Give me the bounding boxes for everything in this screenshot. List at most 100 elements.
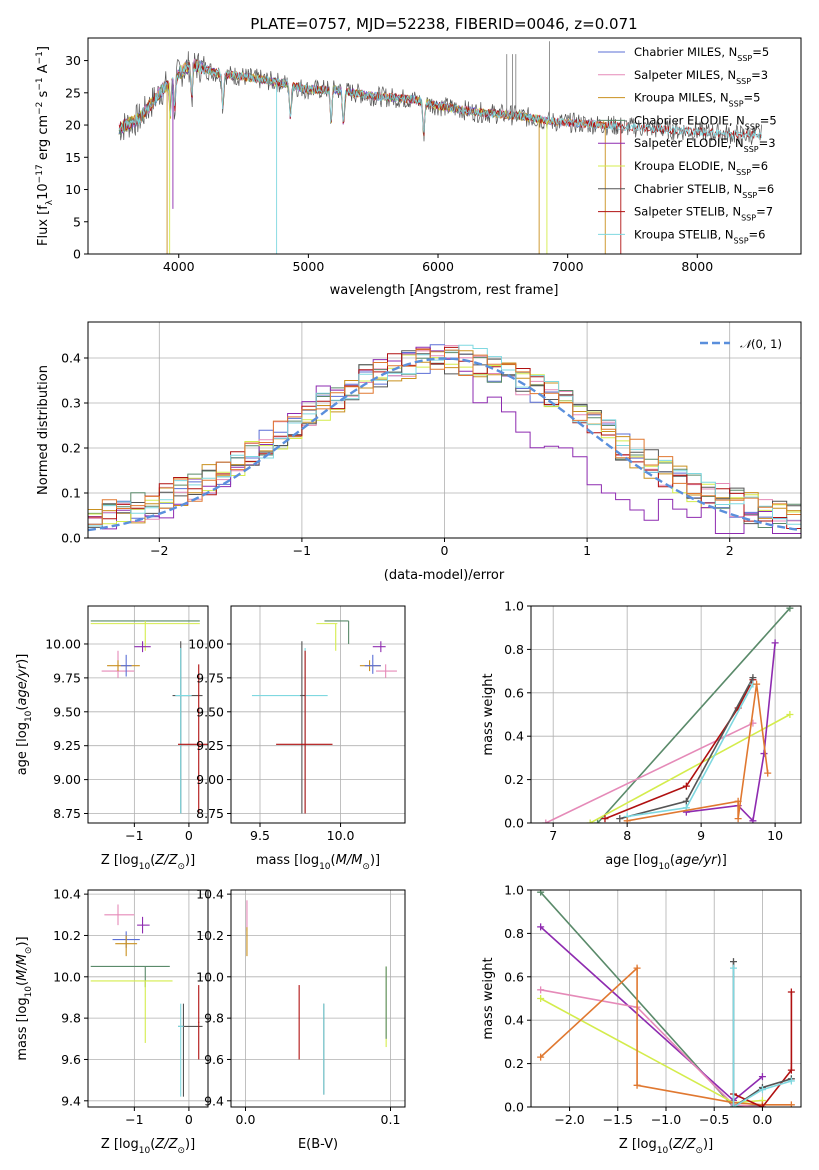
y-tick-label: 25 [65,85,81,100]
x-tick-label: −2.0 [554,1112,584,1127]
axes-frame [230,889,406,1108]
y-tick-label: 0.0 [504,816,524,831]
mass-weight-line [540,997,763,1104]
mass-weight-line [627,683,754,818]
label-part: Z/Z [672,1137,696,1152]
label-part: ( [15,706,30,711]
x-tick-label: 8000 [681,259,713,274]
label-part: Flux [f [36,205,51,246]
label-part: 10 [24,986,34,998]
panel-age-vs-mass: 9.5 10.0 8.75 9.00 9.25 9.50 9.75 10.00 mass [lo… [188,605,406,872]
y-tick-label: 15 [65,150,81,165]
x-tick-label: 0.0 [236,1112,256,1127]
point-marker [749,674,757,682]
x-tick-label: 10.0 [327,828,355,843]
y-tick-label: 30 [65,53,81,68]
legend-entry: Salpeter STELIB, NSSP=7 [634,205,773,223]
panel-residuals: −2 −1 0 1 2 0.0 0.1 0.2 0.3 0.4 𝒩(0, 1) (data-model… [36,321,802,583]
label-part: ( [668,1137,673,1152]
plot-area [251,620,397,814]
y-tick-label: 10.2 [196,928,224,943]
y-tick-label: 9.50 [196,704,224,719]
label-part: wavelength [Angstrom, rest frame] [330,283,559,298]
y-tick-label: 10.4 [53,887,81,902]
x-axis-label: E(B-V) [298,1137,338,1152]
mass-weight-line [733,992,793,1107]
legend-entry: Chabrier MILES, NSSP=5 [634,45,769,63]
label-part: )] [15,936,30,946]
point-marker [682,797,690,805]
label-part: mass weight [481,673,496,755]
y-axis-label: Normed distribution [36,365,51,495]
y-tick-label: 0.2 [504,772,524,787]
point-marker [537,890,545,896]
y-tick-label: 1.0 [504,883,524,898]
label-part: M/M [336,853,363,868]
mass-weight-line [604,679,754,820]
y-tick-label: 0.6 [504,969,524,984]
label-part: ( [150,1137,155,1152]
x-tick-label: −1 [293,543,311,558]
y-tick-label: 10.0 [53,969,81,984]
label-part: age [log [15,722,30,775]
y-tick-label: 9.6 [61,1052,81,1067]
point-marker [760,750,768,758]
label-part: 10 [36,183,51,200]
label-part: )] [185,1137,195,1152]
y-axis-label: mass weight [481,957,496,1039]
x-tick-label: 9.5 [250,828,270,843]
y-tick-label: 9.00 [196,772,224,787]
axes-frame [87,37,802,255]
x-tick-label: 6000 [422,259,454,274]
gaussian-curve [88,357,799,532]
mass-weight-line [540,989,763,1107]
label-part: ⊙ [695,1146,703,1156]
y-axis-label: Flux [fλ10−17 erg cm−2 s−1 A−1] [35,46,55,246]
y-tick-label: 1.0 [504,599,524,614]
y-tick-label: 9.8 [61,1011,81,1026]
label-part: 10 [139,1146,151,1156]
label-part: 10 [319,862,331,872]
legend-text: =6 [749,227,766,241]
y-tick-label: 10.00 [45,636,81,651]
y-tick-label: 0.0 [61,531,81,546]
point-marker [771,639,779,647]
legend-text: Chabrier MILES, N [634,45,737,59]
point-marker [749,817,757,823]
y-axis-label: mass [log10(M/M⊙)] [15,936,34,1060]
y-tick-label: 10.0 [196,969,224,984]
y-tick-label: 9.00 [53,772,81,787]
y-axis-label: mass weight [481,673,496,755]
panel-mass-vs-Z: −1 09.49.69.810.010.210.4Z [log10(Z/Z⊙)]m… [15,887,209,1156]
label-part: λ [45,199,55,205]
label-part: 10 [24,710,34,722]
point-marker [623,817,631,823]
panel-spectrum: 4000 5000 6000 7000 8000 0 5 10 15 20 25 30 Chabrier… [35,37,802,298]
y-tick-label: 9.4 [204,1093,224,1108]
x-tick-label: −1.5 [603,1112,633,1127]
label-part: ( [331,853,336,868]
point-marker [633,1081,641,1089]
label-part: 10 [139,862,151,872]
label-part: −1 [35,77,45,90]
point-marker [787,1066,795,1074]
y-tick-label: 0.2 [61,441,81,456]
y-tick-label: 0.8 [504,642,524,657]
x-tick-label: 4000 [163,259,195,274]
y-tick-label: 0.4 [504,1013,524,1028]
axes-frame [87,889,209,1108]
legend-sub: SSP [745,122,760,131]
label-part: )] [703,1137,713,1152]
point-marker [758,1073,766,1081]
label-part: )] [717,853,727,868]
plot-area [88,344,801,534]
point-marker [787,988,795,996]
label-part: Z/Z [154,853,178,868]
legend-text: =3 [759,136,776,150]
label-part: ⊙ [362,862,370,872]
point-marker [764,769,772,777]
y-tick-label: 0 [73,247,81,262]
label-part: −2 [35,102,45,115]
plot-area [90,620,208,814]
